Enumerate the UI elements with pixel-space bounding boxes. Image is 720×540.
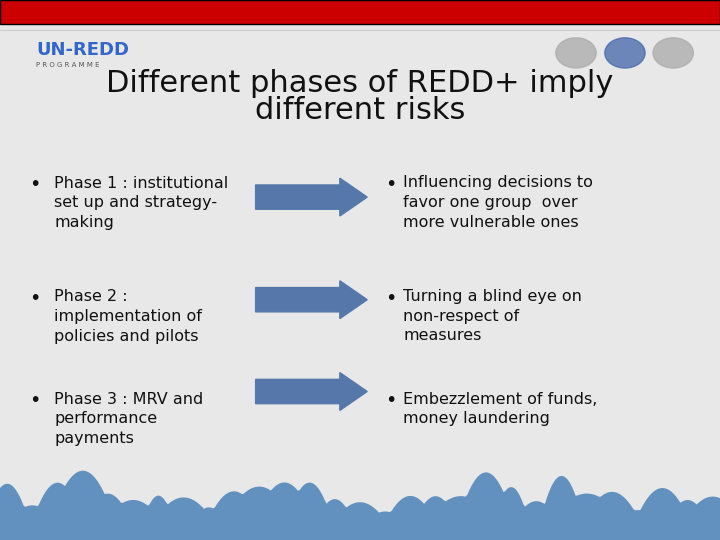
- Circle shape: [556, 38, 596, 68]
- Text: Different phases of REDD+ imply: Different phases of REDD+ imply: [107, 69, 613, 98]
- Text: Embezzlement of funds,
money laundering: Embezzlement of funds, money laundering: [403, 392, 598, 426]
- Polygon shape: [0, 471, 720, 540]
- Text: Turning a blind eye on
non-respect of
measures: Turning a blind eye on non-respect of me…: [403, 289, 582, 343]
- Text: Influencing decisions to
favor one group  over
more vulnerable ones: Influencing decisions to favor one group…: [403, 176, 593, 230]
- Text: different risks: different risks: [255, 96, 465, 125]
- Text: •: •: [29, 289, 40, 308]
- FancyBboxPatch shape: [0, 0, 720, 24]
- Text: •: •: [385, 392, 397, 410]
- Text: UN-REDD: UN-REDD: [36, 40, 129, 59]
- Text: Phase 2 :
implementation of
policies and pilots: Phase 2 : implementation of policies and…: [54, 289, 202, 343]
- Text: Phase 1 : institutional
set up and strategy-
making: Phase 1 : institutional set up and strat…: [54, 176, 228, 230]
- Text: •: •: [385, 289, 397, 308]
- Text: •: •: [29, 392, 40, 410]
- Polygon shape: [256, 178, 367, 216]
- Polygon shape: [256, 373, 367, 410]
- Text: •: •: [385, 176, 397, 194]
- Circle shape: [653, 38, 693, 68]
- Circle shape: [605, 38, 645, 68]
- Text: Phase 3 : MRV and
performance
payments: Phase 3 : MRV and performance payments: [54, 392, 203, 446]
- Text: P R O G R A M M E: P R O G R A M M E: [36, 62, 99, 68]
- Text: •: •: [29, 176, 40, 194]
- Polygon shape: [256, 281, 367, 319]
